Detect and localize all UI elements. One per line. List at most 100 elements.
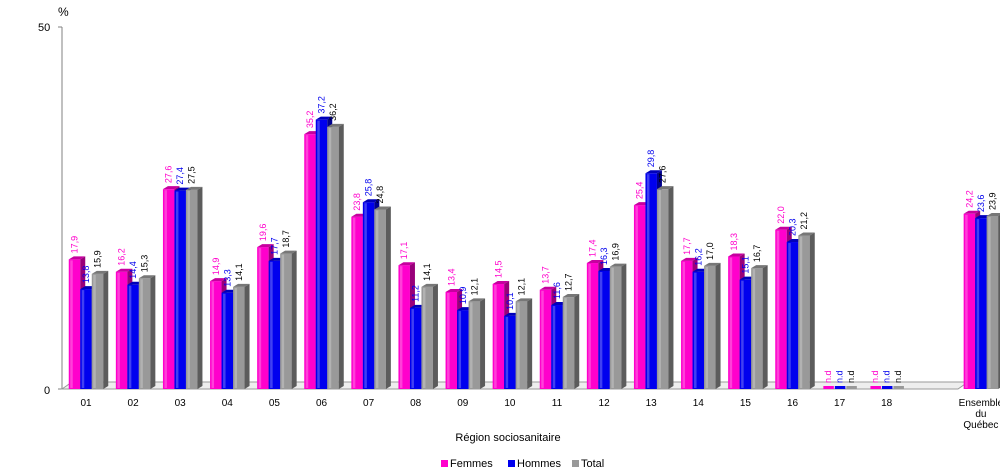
bar-top xyxy=(645,170,662,174)
data-label: 17,4 xyxy=(588,239,598,257)
data-label: 10,1 xyxy=(505,292,515,310)
bar-top xyxy=(115,268,133,272)
bar-front xyxy=(185,189,198,389)
bar-highlight xyxy=(328,127,332,389)
bar-highlight xyxy=(70,260,73,388)
bar-highlight xyxy=(128,285,132,388)
bar-highlight xyxy=(164,190,167,388)
bar-front xyxy=(681,260,693,389)
legend-swatch xyxy=(441,460,448,467)
data-label: 17,9 xyxy=(70,236,80,254)
category-label: 02 xyxy=(128,398,140,409)
bar-highlight xyxy=(211,282,215,388)
bar xyxy=(185,186,203,389)
bar-highlight xyxy=(658,190,661,388)
bar-empty xyxy=(823,386,834,389)
bar-front xyxy=(174,190,186,389)
bar-front xyxy=(609,266,622,389)
bar xyxy=(609,263,627,389)
bar-highlight xyxy=(552,306,556,388)
bar-highlight xyxy=(541,290,544,388)
category-label: 18 xyxy=(881,398,893,409)
legend-label: Hommes xyxy=(517,458,562,470)
bar-top xyxy=(315,116,333,120)
bar-front xyxy=(468,301,481,389)
bar-highlight xyxy=(599,271,603,388)
bar xyxy=(468,298,486,389)
category-label: 10 xyxy=(504,398,516,409)
category-label: 09 xyxy=(457,398,469,409)
bar-highlight xyxy=(588,264,591,388)
bar-front xyxy=(562,297,575,389)
bar-top xyxy=(704,262,721,266)
data-label: n.d xyxy=(882,370,892,383)
bar-side xyxy=(762,265,768,389)
data-label: 27,4 xyxy=(175,167,185,185)
bar-side xyxy=(103,270,109,389)
category-label: 03 xyxy=(175,398,187,409)
data-label: 25,8 xyxy=(364,179,374,197)
bar-front xyxy=(362,202,375,389)
bar-top xyxy=(138,275,156,279)
category-label: 07 xyxy=(363,398,375,409)
bar xyxy=(986,212,1000,389)
bar-top xyxy=(798,232,815,236)
data-label: 13,7 xyxy=(541,266,551,284)
bar-front xyxy=(304,134,316,389)
data-label: 14,1 xyxy=(234,263,244,281)
bar-front xyxy=(457,310,469,389)
category-label: 11 xyxy=(552,398,563,409)
data-label: 16,3 xyxy=(599,247,609,265)
bar-side xyxy=(291,250,297,389)
bar-highlight xyxy=(564,298,567,388)
category-label: 04 xyxy=(222,398,234,409)
bar-top xyxy=(751,265,768,269)
bar-highlight xyxy=(988,216,991,388)
data-label: 27,6 xyxy=(658,166,668,184)
legend-item: Total xyxy=(572,458,604,470)
bar-highlight xyxy=(517,302,520,388)
bar-top xyxy=(586,260,604,264)
bar xyxy=(515,298,533,389)
data-label: 18,7 xyxy=(281,230,291,248)
bar-front xyxy=(257,247,269,389)
bar-empty xyxy=(870,386,881,389)
bar xyxy=(656,186,674,389)
data-label: 22,0 xyxy=(776,206,786,224)
bar-top xyxy=(681,257,698,261)
bar-front xyxy=(728,256,740,389)
data-label: 13,8 xyxy=(81,266,91,284)
category-label: 15 xyxy=(740,398,752,409)
bar-highlight xyxy=(752,269,756,388)
bar-empty xyxy=(834,386,846,389)
bar-highlight xyxy=(965,214,968,388)
bar-front xyxy=(751,268,763,389)
bar-front xyxy=(786,242,799,389)
bar xyxy=(751,265,768,389)
bar-highlight xyxy=(375,210,379,388)
data-label: 16,2 xyxy=(693,248,703,266)
legend-item: Hommes xyxy=(508,458,562,470)
bar-front xyxy=(374,209,386,389)
bar-front xyxy=(539,289,552,389)
y-tick-label-top: 50 xyxy=(38,22,50,34)
bar-front xyxy=(210,281,222,389)
bar xyxy=(91,270,109,389)
bar-top xyxy=(445,288,463,292)
bar-highlight xyxy=(93,274,96,388)
bar-highlight xyxy=(117,272,120,388)
bar-side xyxy=(244,283,250,389)
bar-front xyxy=(798,235,810,389)
bar-front xyxy=(645,173,657,389)
bar-front xyxy=(656,189,669,389)
bar-top xyxy=(374,206,391,210)
legend-label: Femmes xyxy=(450,458,493,470)
bar-top xyxy=(515,298,533,302)
bar xyxy=(374,206,391,389)
data-label: 17,0 xyxy=(705,242,715,260)
data-label: 19,6 xyxy=(258,224,268,242)
bar-highlight xyxy=(447,292,450,388)
data-label: 10,9 xyxy=(458,287,468,305)
bar-top xyxy=(986,212,1000,216)
